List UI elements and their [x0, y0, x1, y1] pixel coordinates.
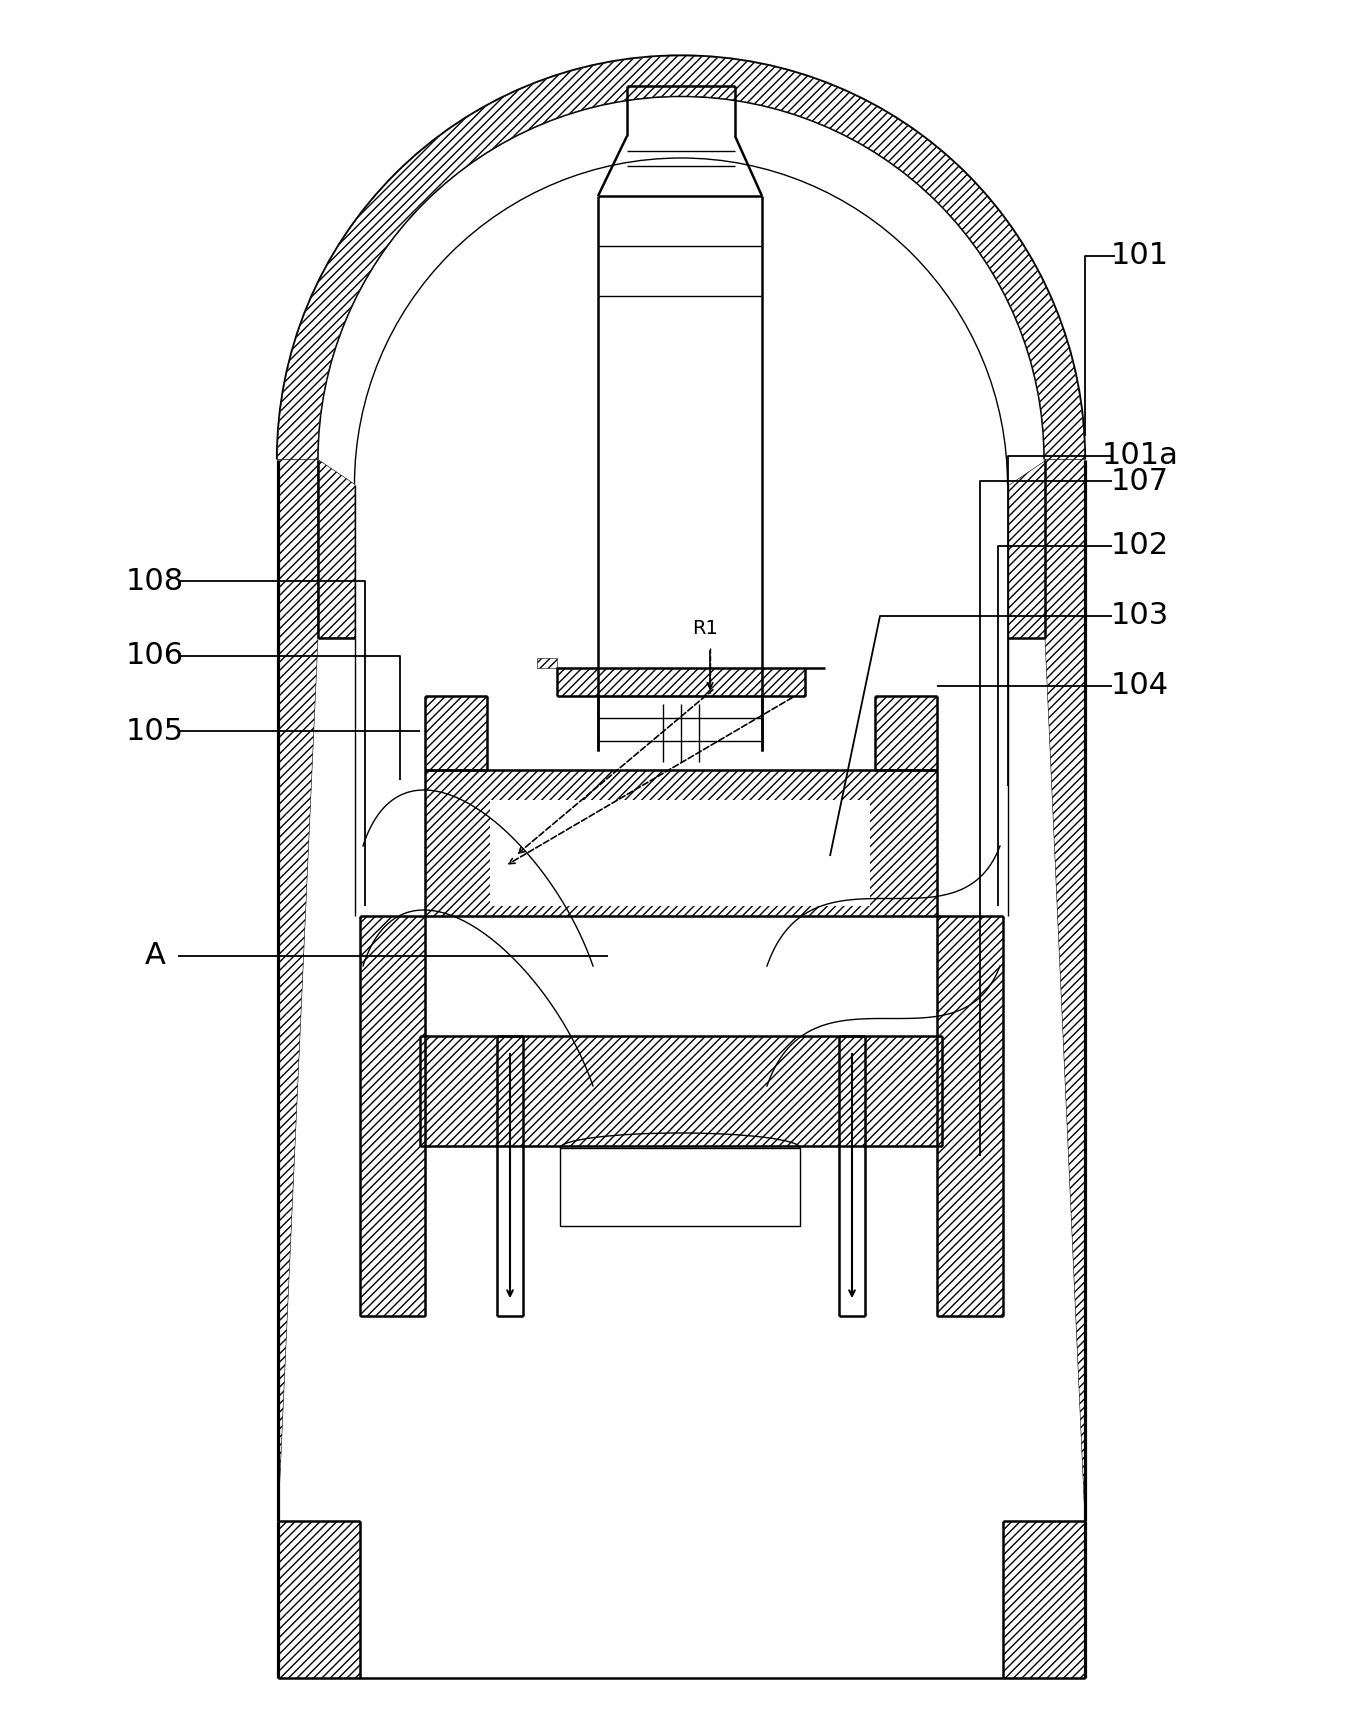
Text: 108: 108 [125, 566, 184, 595]
Polygon shape [875, 696, 936, 771]
Polygon shape [278, 460, 318, 1521]
Text: 103: 103 [1111, 601, 1169, 630]
Text: 102: 102 [1111, 531, 1169, 561]
Polygon shape [936, 917, 1003, 1316]
Text: A: A [144, 941, 165, 970]
Text: 101: 101 [1111, 241, 1169, 271]
Polygon shape [425, 696, 487, 771]
Polygon shape [425, 771, 936, 917]
Text: 101a: 101a [1101, 441, 1179, 470]
Text: R1: R1 [692, 620, 718, 639]
Polygon shape [1009, 460, 1045, 639]
Polygon shape [360, 917, 425, 1316]
Polygon shape [420, 1036, 942, 1146]
Text: 105: 105 [125, 717, 184, 745]
Polygon shape [1045, 460, 1085, 1521]
Polygon shape [560, 1147, 800, 1226]
Polygon shape [318, 460, 354, 639]
Text: 104: 104 [1111, 672, 1169, 701]
Text: 107: 107 [1111, 467, 1169, 495]
Polygon shape [278, 56, 1085, 460]
Polygon shape [491, 800, 870, 906]
Polygon shape [537, 658, 806, 696]
Text: 106: 106 [125, 642, 184, 670]
Polygon shape [1003, 1521, 1085, 1679]
Polygon shape [278, 1521, 360, 1679]
